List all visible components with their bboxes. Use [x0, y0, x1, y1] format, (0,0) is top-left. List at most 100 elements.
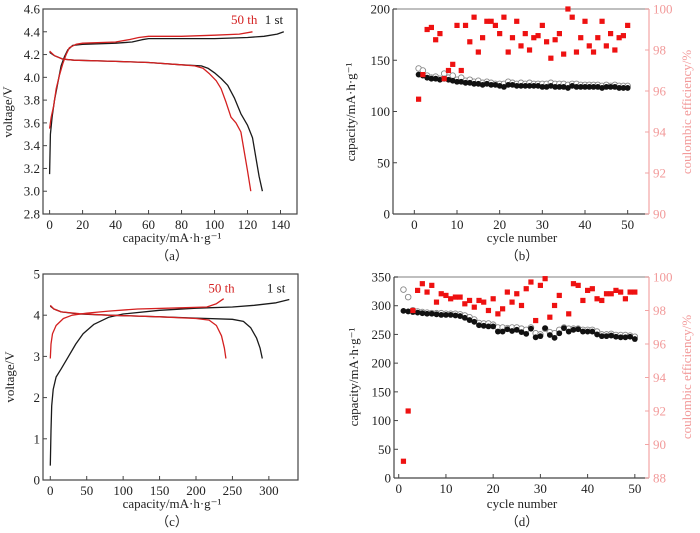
- panel-d-efficiency-point: [599, 297, 605, 304]
- panel-b-efficiency-point: [497, 31, 503, 37]
- panel-a-xtick-label: 60: [142, 217, 155, 232]
- panel-d-efficiency-point: [419, 281, 425, 287]
- panel-d-efficiency-point: [618, 289, 624, 295]
- panel-c-voltage-capacity-chart: 0 50 100 150 200 250 300 0 1 2 3 4 5 50 th 1 st capaci…: [2, 267, 299, 529]
- panel-b-efficiency-point: [480, 35, 486, 41]
- panel-d-ytick-label-right: 94: [653, 370, 667, 385]
- panel-b-discharge-point: [607, 84, 614, 90]
- panel-d-efficiency-point: [448, 296, 454, 302]
- panel-b-efficiency-point: [475, 49, 481, 55]
- panel-d-discharge-point: [513, 326, 520, 333]
- panel-d-efficiency-point: [575, 282, 581, 288]
- panel-b-discharge-point: [556, 84, 563, 90]
- panel-d-cycling-chart: 0 10 20 30 40 50 0 50 100 150 200 250 300 350 88 90 92 94…: [346, 270, 694, 530]
- panel-d-discharge-point: [400, 307, 407, 314]
- panel-d-label: （d）: [506, 514, 539, 529]
- panel-d-discharge-point: [452, 312, 459, 319]
- panel-c-label: （c）: [156, 514, 188, 529]
- panel-a-xtick-label: 100: [205, 217, 225, 232]
- panel-b-ytick-label-right: 100: [653, 2, 673, 17]
- panel-c-plot-area: 0 50 100 150 200 250 300 0 1 2 3 4 5 50 th 1 st: [34, 267, 299, 498]
- panel-c-xtick-label: 150: [150, 483, 170, 498]
- panel-b-ytick-label: 100: [371, 104, 391, 119]
- panel-d-discharge-point: [509, 328, 515, 334]
- panel-a-xtick-label: 140: [271, 217, 291, 232]
- panel-d-efficiency-point: [457, 294, 463, 300]
- panel-d-discharge-point: [443, 312, 449, 318]
- panel-c-curve-1st-charge: [49, 298, 290, 466]
- panel-b-efficiency-point: [544, 39, 550, 45]
- panel-d-efficiency-point: [585, 287, 591, 293]
- panel-a-voltage-capacity-chart: 0 20 40 60 80 100 120 140 2.8 3.0 3.2 3.4 3.6 3.8 4.0 4…: [0, 2, 298, 263]
- panel-d-ytick-label: 300: [372, 298, 392, 313]
- panel-d-discharge-point: [414, 309, 421, 316]
- panel-b-discharge-point: [454, 78, 460, 85]
- panel-d-discharge-point: [504, 326, 511, 333]
- panel-b-discharge-point: [624, 85, 631, 91]
- panel-b-efficiency-point: [441, 76, 447, 82]
- panel-a-ytick-label: 3.0: [24, 184, 40, 199]
- panel-d-discharge-point: [471, 318, 478, 325]
- panel-b-discharge-point: [616, 85, 623, 91]
- panel-b-plot-area: 0 10 20 30 40 50 0 50 100 150 200 90 92 94 96 98 100: [371, 2, 673, 233]
- panel-d-efficiency-point: [542, 276, 548, 282]
- panel-c-xlabel: capacity/mA·h·g⁻¹: [123, 496, 222, 511]
- panel-a-ytick-label: 2.8: [24, 207, 40, 222]
- panel-d-efficiency-point: [589, 286, 595, 292]
- panel-a-plot-area: 0 20 40 60 80 100 120 140 2.8 3.0 3.2 3.4 3.6 3.8 4.0 4…: [24, 2, 298, 232]
- panel-c-xtick-label: 0: [47, 483, 54, 498]
- panel-d-discharge-point: [528, 325, 534, 332]
- panel-d-efficiency-point: [537, 282, 543, 288]
- panel-b-discharge-point: [462, 79, 469, 86]
- panel-d-ytick-label: 200: [372, 356, 392, 371]
- panel-d-discharge-point: [518, 329, 525, 336]
- panel-b-xtick-label: 30: [536, 217, 549, 232]
- panel-d-ylabel: capacity/mA·h·g⁻¹: [346, 327, 361, 426]
- panel-b-efficiency-point: [471, 14, 477, 20]
- panel-c-ytick-label: 4: [34, 308, 41, 323]
- panel-b-efficiency-point: [548, 55, 554, 61]
- panel-d-discharge-point: [532, 334, 539, 341]
- panel-d-efficiency-point: [481, 299, 487, 305]
- panel-d-discharge-point: [542, 325, 549, 332]
- panel-d-ytick-label-right: 88: [653, 471, 666, 486]
- panel-d-discharge-point: [485, 323, 492, 330]
- panel-b-discharge-point: [539, 84, 546, 90]
- panel-b-discharge-point: [522, 82, 529, 89]
- panel-d-ytick-label-right: 100: [653, 270, 673, 285]
- panel-d-discharge-point: [584, 328, 591, 335]
- panel-d-efficiency-point: [627, 289, 633, 295]
- panel-d-charge-point: [404, 293, 412, 301]
- panel-c-curve-50th-discharge: [49, 304, 227, 359]
- panel-c-ytick-label: 3: [34, 349, 41, 364]
- panel-d-discharge-point: [622, 334, 629, 341]
- panel-d-efficiency-point: [410, 307, 416, 314]
- panel-b-efficiency-point: [501, 14, 507, 20]
- panel-d-discharge-point: [551, 334, 558, 341]
- panel-d-discharge-point: [579, 328, 586, 335]
- panel-d-discharge-point: [480, 322, 487, 329]
- panel-d-efficiency-point: [613, 287, 619, 293]
- panel-a-curve-50th-charge: [48, 31, 253, 129]
- panel-c-xtick-label: 300: [259, 483, 279, 498]
- panel-b-efficiency-point: [565, 6, 571, 12]
- panel-b-xtick-label: 10: [451, 217, 464, 232]
- panel-b-efficiency-point: [437, 31, 443, 37]
- panel-a-label: （a）: [156, 248, 188, 263]
- panel-a-frame: [42, 8, 298, 215]
- panel-d-efficiency-point: [433, 299, 440, 305]
- panel-d-discharge-point: [575, 326, 582, 333]
- panel-c-xtick-label: 200: [186, 483, 206, 498]
- panel-b-efficiency-point: [612, 47, 618, 53]
- panel-b-efficiency-point: [462, 22, 469, 28]
- panel-d-efficiency-point: [443, 292, 449, 299]
- panel-d-efficiency-point: [485, 307, 492, 314]
- panel-a-ytick-label: 4.4: [24, 24, 41, 39]
- panel-d-charge-point: [400, 286, 407, 293]
- panel-b-efficiency-point: [492, 22, 498, 28]
- panel-b-efficiency-point: [552, 37, 558, 43]
- panel-d-ylabel-right: coulombic efficiency/%: [679, 315, 694, 439]
- panel-d-efficiency-point: [518, 302, 525, 309]
- panel-b-discharge-point: [590, 84, 597, 90]
